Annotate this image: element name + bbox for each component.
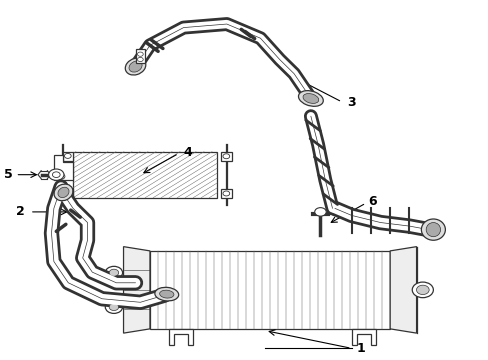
Bar [73, 152, 217, 198]
Circle shape [105, 266, 122, 279]
Circle shape [411, 282, 432, 298]
Text: 4: 4 [183, 146, 192, 159]
Ellipse shape [58, 187, 69, 198]
Circle shape [223, 154, 229, 159]
Text: 1: 1 [356, 342, 365, 355]
Text: 3: 3 [346, 95, 355, 108]
Polygon shape [123, 247, 150, 333]
Circle shape [223, 191, 229, 196]
Ellipse shape [298, 91, 323, 106]
Circle shape [137, 57, 143, 62]
Polygon shape [135, 49, 145, 63]
Bar [62, 189, 73, 198]
Circle shape [52, 172, 60, 177]
Bar [221, 189, 231, 198]
Ellipse shape [159, 290, 174, 298]
Ellipse shape [54, 184, 73, 201]
Bar [62, 152, 73, 161]
Polygon shape [389, 247, 416, 333]
Ellipse shape [421, 219, 445, 240]
Circle shape [57, 174, 65, 179]
Polygon shape [54, 155, 73, 180]
Ellipse shape [155, 287, 178, 301]
Ellipse shape [125, 58, 145, 75]
Circle shape [105, 301, 122, 314]
Circle shape [137, 52, 143, 56]
Circle shape [416, 285, 428, 294]
Text: 5: 5 [4, 168, 13, 181]
Ellipse shape [129, 61, 142, 72]
Bar [221, 152, 231, 161]
Circle shape [48, 169, 64, 180]
Text: 2: 2 [16, 206, 25, 219]
Text: 6: 6 [368, 195, 376, 208]
Circle shape [314, 208, 325, 216]
Ellipse shape [303, 94, 318, 103]
Bar [150, 251, 389, 329]
Polygon shape [169, 329, 193, 345]
Circle shape [109, 269, 119, 276]
Polygon shape [351, 329, 375, 345]
Ellipse shape [426, 222, 440, 237]
Circle shape [64, 153, 71, 158]
Circle shape [109, 303, 119, 311]
